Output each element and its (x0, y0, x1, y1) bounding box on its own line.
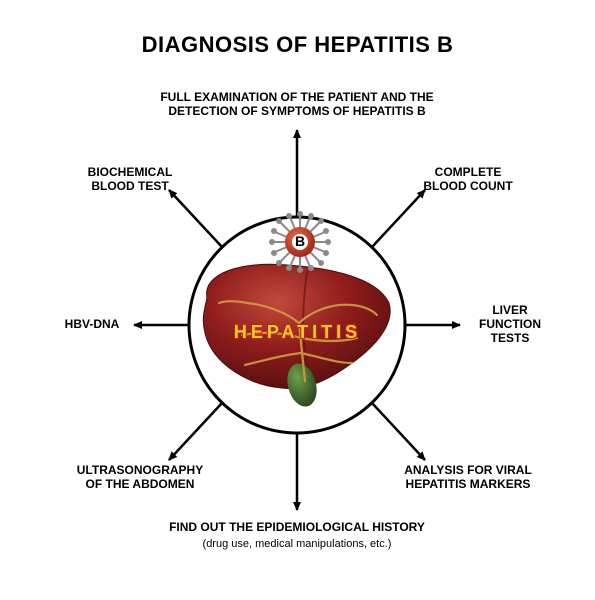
label-bl: ULTRASONOGRAPHY OF THE ABDOMEN (50, 464, 230, 492)
label-bottom_sub: (drug use, medical manipulations, etc.) (97, 538, 497, 551)
label-tr: COMPLETE BLOOD COUNT (398, 166, 538, 194)
label-bottom: FIND OUT THE EPIDEMIOLOGICAL HISTORY (97, 521, 497, 535)
label-tl: BIOCHEMICAL BLOOD TEST (60, 166, 200, 194)
label-br: ANALYSIS FOR VIRAL HEPATITIS MARKERS (383, 464, 553, 492)
label-r: LIVER FUNCTION TESTS (455, 304, 565, 345)
label-top: FULL EXAMINATION OF THE PATIENT AND THE … (117, 91, 477, 119)
label-l: HBV-DNA (47, 318, 137, 332)
virus-label: B (291, 233, 309, 249)
